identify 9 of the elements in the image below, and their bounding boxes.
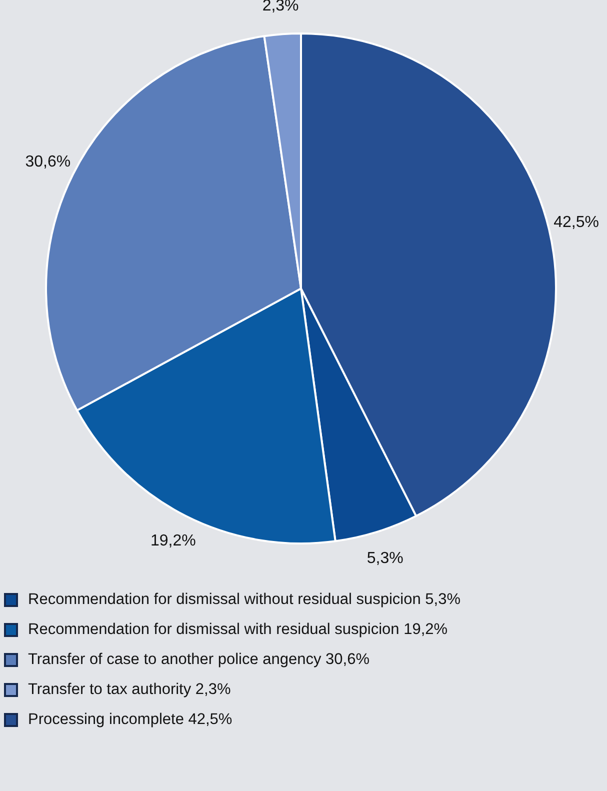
data-label: 19,2% [150,532,196,550]
legend-label: Processing incomplete 42,5% [28,711,232,729]
legend-label: Transfer to tax authority 2,3% [28,681,231,699]
data-label: 30,6% [25,153,71,170]
legend-label: Transfer of case to another police angency 30,6% [28,651,370,669]
data-label: 5,3% [366,550,404,568]
legend-label: Recommendation for dismissal with residual suspicion 19,2% [28,621,448,639]
data-label: 42,5% [554,214,599,232]
legend-label: Recommendation for dismissal without residual suspicion 5,3% [28,591,460,609]
